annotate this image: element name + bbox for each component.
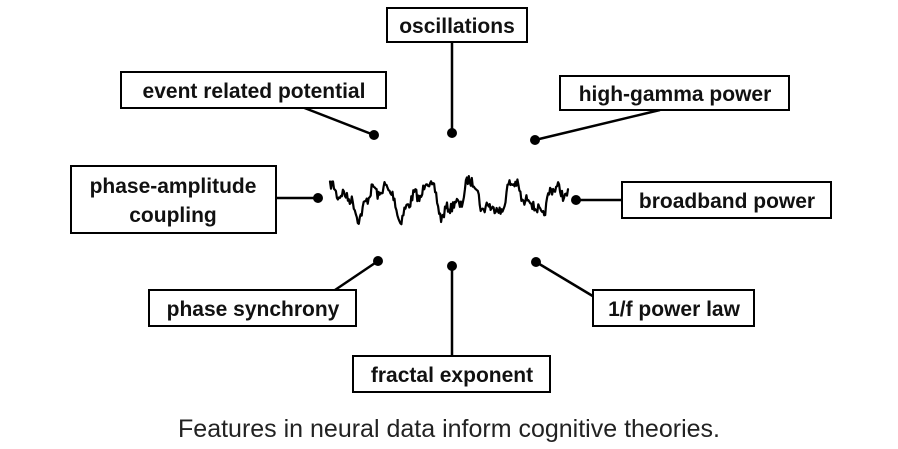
- connector-one-over-f: [535, 260, 597, 300]
- label-event-related-potential: event related potential: [143, 80, 366, 103]
- box-phase-amplitude-coupling: [70, 165, 277, 234]
- figure-caption: Features in neural data inform cognitive…: [178, 415, 720, 443]
- connector-phase-synchrony: [334, 259, 379, 292]
- dot-event-related-potential: [369, 130, 379, 140]
- dot-broadband-power: [571, 195, 581, 205]
- dot-phase-synchrony: [373, 256, 383, 266]
- dot-high-gamma-power: [530, 135, 540, 145]
- label-broadband-power: broadband power: [639, 190, 815, 213]
- label-oscillations: oscillations: [399, 15, 515, 38]
- box-event-related-potential: [120, 71, 387, 109]
- box-phase-synchrony: [148, 289, 357, 327]
- box-oscillations: [386, 7, 528, 43]
- connector-high-gamma-power: [534, 108, 661, 142]
- box-high-gamma-power: [559, 75, 790, 111]
- dot-oscillations: [447, 128, 457, 138]
- label-phase-amplitude: phase-amplitude: [90, 175, 257, 198]
- label-one-over-f: 1/f power law: [608, 298, 741, 321]
- label-phase-synchrony: phase synchrony: [167, 298, 340, 321]
- dot-fractal-exponent: [447, 261, 457, 271]
- box-fractal-exponent: [352, 355, 551, 393]
- label-fractal-exponent: fractal exponent: [371, 364, 533, 387]
- box-broadband-power: [621, 181, 832, 219]
- label-high-gamma-power: high-gamma power: [579, 83, 772, 106]
- dot-phase-amplitude-coupling: [313, 193, 323, 203]
- dot-one-over-f: [531, 257, 541, 267]
- box-one-over-f: [592, 289, 755, 327]
- label-coupling: coupling: [129, 204, 217, 227]
- connector-event-related-potential: [301, 105, 375, 137]
- eeg-trace-icon: [328, 175, 570, 226]
